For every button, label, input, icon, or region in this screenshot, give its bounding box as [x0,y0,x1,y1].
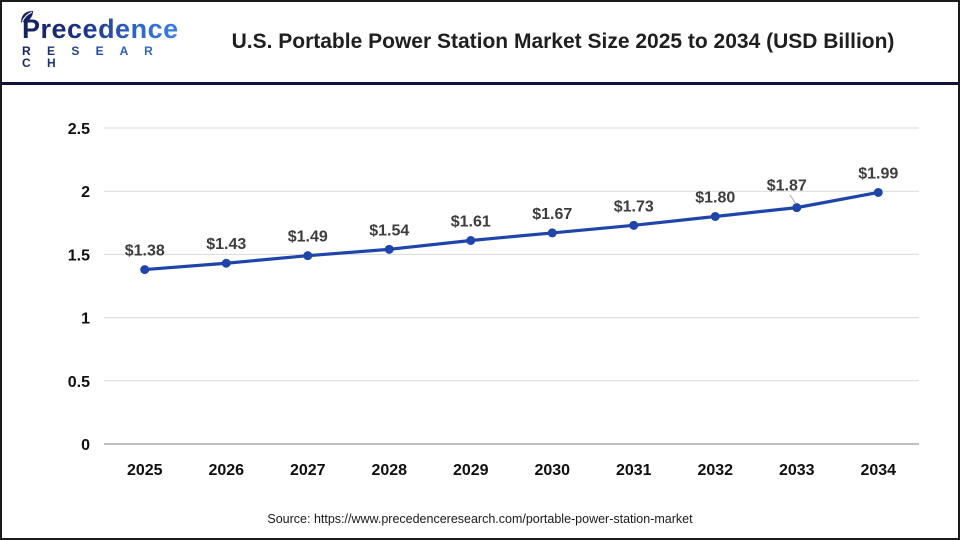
chart-title: U.S. Portable Power Station Market Size … [231,30,895,53]
data-point [303,251,313,261]
precedence-research-logo: Precedence R E S E A R C H [21,10,182,69]
y-tick-label: 0 [81,437,90,454]
data-point [384,244,394,254]
x-tick-label: 2033 [779,462,815,479]
x-tick-label: 2031 [616,462,652,479]
logo-subtitle: R E S E A R C H [22,45,182,69]
data-label: $1.43 [206,236,246,253]
x-tick-label: 2025 [127,462,163,479]
label-leader-line [789,194,797,204]
x-tick-label: 2028 [371,462,407,479]
data-point [140,265,150,275]
x-tick-label: 2032 [697,462,733,479]
series-line [143,190,880,272]
data-point [873,187,883,197]
data-label: $1.49 [288,229,328,246]
leaf-icon [21,10,33,23]
data-point [792,203,802,213]
source-citation: Source: https://www.precedenceresearch.c… [267,512,693,526]
y-tick-label: 0.5 [68,374,90,391]
x-tick-label: 2029 [453,462,489,479]
data-label: $1.67 [532,206,572,223]
x-tick-label: 2030 [534,462,570,479]
header: Precedence R E S E A R C H U.S. Portable… [2,2,958,85]
logo-wordmark: Precedence [22,15,182,43]
x-tick-label: 2026 [208,462,244,479]
data-label: $1.87 [767,178,807,195]
data-point [547,228,557,238]
y-tick-label: 2 [81,184,90,201]
y-tick-label: 1 [81,311,90,328]
data-label: $1.38 [125,243,165,260]
data-point [629,220,639,230]
data-label: $1.61 [451,213,491,230]
data-point [221,258,231,268]
data-label: $1.54 [369,222,409,239]
x-tick-label: 2034 [860,462,896,479]
y-tick-label: 2.5 [68,121,90,138]
data-point [466,235,476,245]
data-label: $1.80 [695,189,735,206]
y-tick-label: 1.5 [68,247,90,264]
data-label: $1.99 [858,165,898,182]
data-label: $1.73 [614,198,654,215]
x-tick-label: 2027 [290,462,326,479]
data-point [710,211,720,221]
